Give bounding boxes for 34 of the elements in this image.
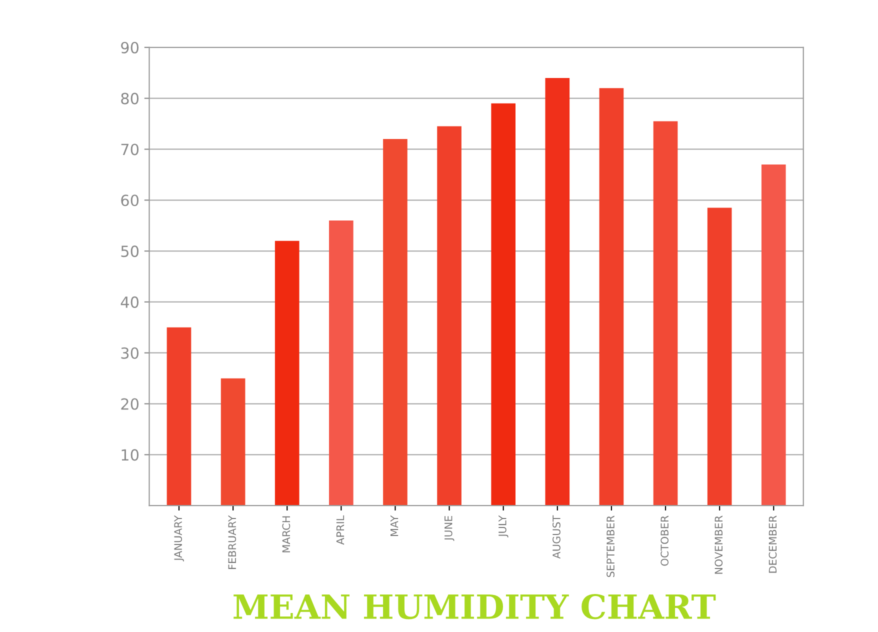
bar bbox=[653, 121, 678, 506]
y-tick-label: 20 bbox=[121, 398, 139, 410]
x-tick-label: DECEMBER bbox=[768, 516, 777, 573]
x-tick-label: APRIL bbox=[336, 515, 344, 545]
bar bbox=[166, 327, 192, 506]
bar bbox=[437, 126, 462, 506]
x-tick-label: SEPTEMBER bbox=[606, 516, 614, 578]
bar bbox=[329, 220, 354, 506]
bar bbox=[599, 88, 624, 506]
x-tick-label: NOVEMBER bbox=[714, 516, 723, 574]
bar bbox=[220, 378, 246, 506]
y-tick-label: 80 bbox=[121, 92, 139, 104]
y-tick-label: 40 bbox=[120, 296, 139, 308]
x-tick-label: JANUARY bbox=[174, 515, 184, 562]
bar bbox=[383, 139, 408, 506]
y-tick-label: 30 bbox=[121, 347, 139, 359]
x-tick-label: FEBRUARY bbox=[228, 515, 236, 569]
y-tick-label: 90 bbox=[121, 42, 139, 54]
text: MEAN HUMIDITY CHART bbox=[234, 594, 716, 620]
y-tick-label: 50 bbox=[121, 246, 139, 258]
bar bbox=[707, 208, 732, 506]
x-tick-label: JULY bbox=[498, 515, 508, 538]
x-tick-label: MARCH bbox=[282, 516, 290, 552]
bar bbox=[545, 78, 570, 506]
bar bbox=[274, 240, 300, 506]
x-tick-label: OCTOBER bbox=[660, 516, 669, 566]
bar bbox=[491, 103, 516, 506]
y-tick-label: 70 bbox=[121, 144, 139, 156]
x-tick-label: MAY bbox=[390, 515, 398, 536]
x-tick-label: AUGUST bbox=[552, 515, 560, 559]
bar bbox=[761, 164, 786, 506]
y-tick-label: 10 bbox=[122, 449, 139, 461]
y-tick-label: 60 bbox=[121, 194, 139, 206]
x-tick-label: JUNE bbox=[444, 516, 454, 541]
